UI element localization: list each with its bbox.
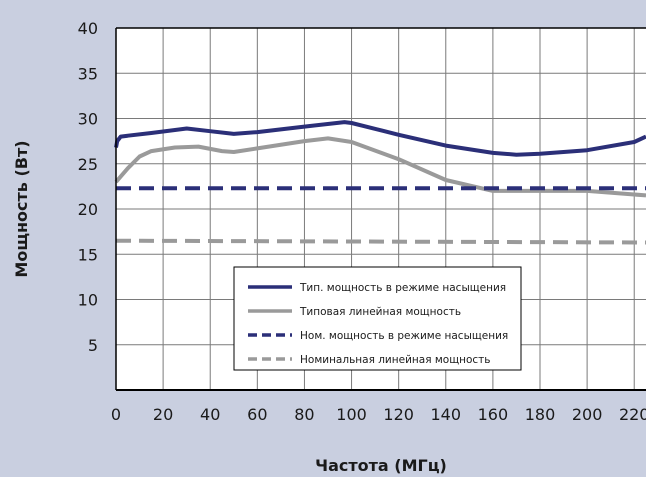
legend: Тип. мощность в режиме насыщения Типовая … [233, 266, 522, 371]
x-tick-label: 80 [294, 405, 314, 424]
y-tick-labels: 5 10 15 20 25 30 35 40 [78, 19, 98, 355]
x-tick-label: 20 [153, 405, 173, 424]
y-tick-label: 5 [88, 336, 98, 355]
series-line-2 [114, 136, 646, 198]
legend-label: Тип. мощность в режиме насыщения [299, 282, 506, 294]
legend-label: Типовая линейная мощность [299, 306, 461, 318]
series-line-1 [114, 120, 646, 157]
y-tick-label: 15 [78, 245, 98, 264]
y-tick-label: 20 [78, 200, 98, 219]
series-line-4 [115, 238, 646, 245]
legend-label: Ном. мощность в режиме насыщения [300, 330, 508, 342]
y-tick-label: 30 [78, 110, 98, 129]
x-tick-label: 100 [336, 405, 367, 424]
x-tick-label: 200 [572, 405, 603, 424]
legend-items: Тип. мощность в режиме насыщения Типовая … [248, 282, 508, 366]
x-tick-label: 140 [431, 405, 462, 424]
y-axis-title: Мощность (Вт) [12, 140, 31, 277]
x-tick-labels: 0 20 40 60 80 100 120 140 160 180 200 220 [111, 405, 646, 424]
y-tick-label: 25 [78, 155, 98, 174]
y-tick-label: 40 [78, 19, 98, 38]
x-tick-label: 60 [247, 405, 267, 424]
grid [116, 27, 646, 390]
y-tick-label: 35 [78, 64, 98, 83]
legend-box [233, 266, 522, 371]
x-tick-label: 180 [525, 405, 556, 424]
y-tick-label: 10 [78, 291, 98, 310]
x-tick-label: 40 [200, 405, 220, 424]
legend-label: Номинальная линейная мощность [300, 354, 490, 366]
series-lines [114, 120, 646, 245]
x-tick-label: 220 [619, 405, 646, 424]
x-axis-title: Частота (МГц) [315, 456, 447, 475]
x-tick-label: 120 [383, 405, 414, 424]
x-tick-label: 160 [478, 405, 509, 424]
x-tick-label: 0 [111, 405, 121, 424]
